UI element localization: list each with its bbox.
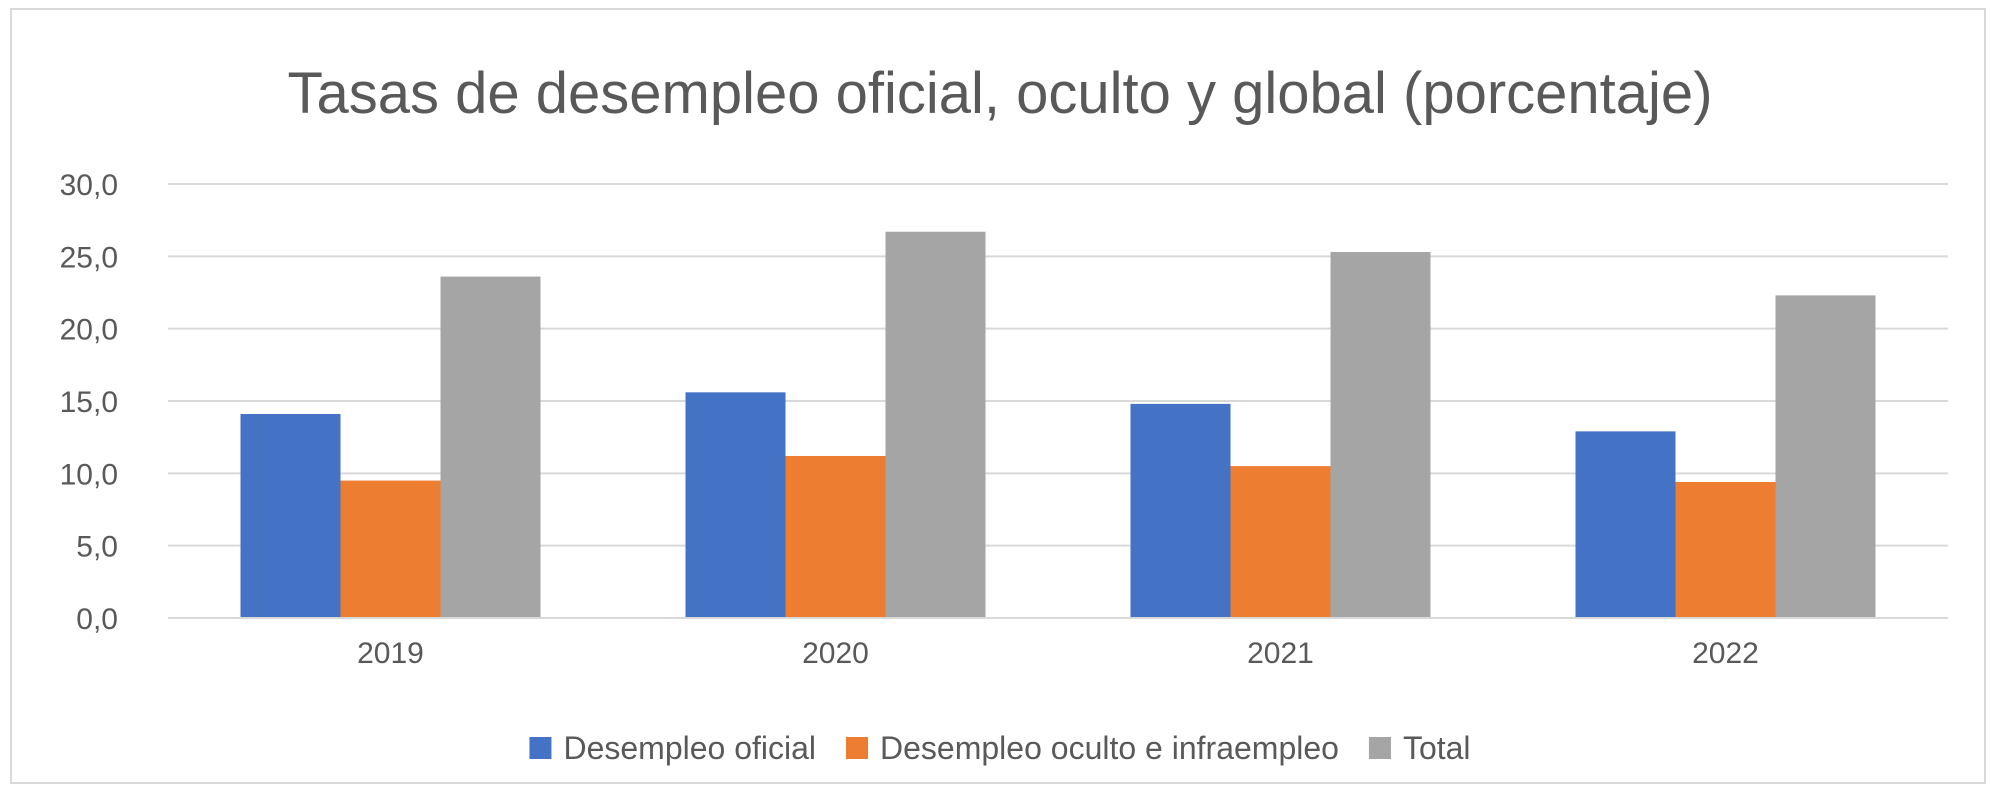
bars: [240, 231, 1876, 619]
bar: [1775, 295, 1876, 618]
chart-title: Tasas de desempleo oficial, oculto y glo…: [287, 61, 1712, 126]
y-tick-label: 20,0: [60, 314, 118, 347]
legend-label: Desempleo oficial: [563, 730, 816, 766]
y-tick-label: 15,0: [60, 386, 118, 419]
bar: [1230, 466, 1331, 618]
legend-label: Desempleo oculto e infraempleo: [880, 730, 1339, 766]
x-tick-label: 2020: [802, 637, 869, 670]
legend-label: Total: [1403, 730, 1471, 766]
legend-item: Total: [1368, 730, 1471, 766]
bar: [885, 231, 986, 619]
legend-swatch: [846, 737, 869, 759]
legend-item: Desempleo oculto e infraempleo: [846, 730, 1339, 766]
bar: [440, 276, 541, 618]
legend: Desempleo oficial Desempleo oculto e infr…: [529, 730, 1471, 766]
bar: [1675, 482, 1776, 618]
y-tick-label: 10,0: [60, 458, 118, 491]
x-axis-ticks: 2019 2020 2021 2022: [357, 637, 1759, 670]
legend-swatch: [529, 737, 552, 759]
legend-swatch: [1368, 737, 1391, 759]
legend-item: Desempleo oficial: [529, 730, 816, 766]
y-tick-label: 0,0: [76, 603, 118, 636]
bar: [240, 414, 341, 618]
bar: [1575, 431, 1676, 618]
x-tick-label: 2019: [357, 637, 424, 670]
bar: [1130, 403, 1231, 618]
x-tick-label: 2021: [1247, 637, 1314, 670]
y-tick-label: 25,0: [60, 241, 118, 274]
chart-frame: [10, 8, 1986, 784]
bar: [685, 392, 786, 618]
bar: [1330, 251, 1431, 618]
y-tick-label: 5,0: [76, 531, 118, 564]
bar: [785, 455, 886, 618]
bar: [340, 480, 441, 618]
y-axis-ticks: 0,0 5,0 10,0 15,0 20,0 25,0 30,0: [60, 169, 118, 636]
x-tick-label: 2022: [1692, 637, 1759, 670]
y-tick-label: 30,0: [60, 169, 118, 202]
